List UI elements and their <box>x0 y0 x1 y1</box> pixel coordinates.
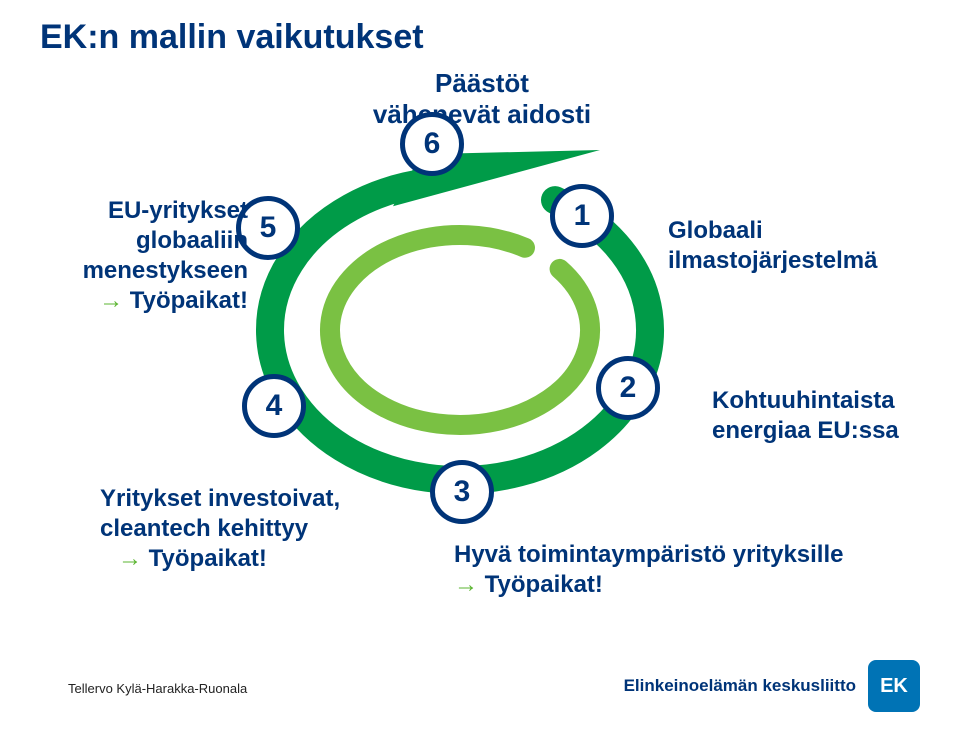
label-4-line3: Työpaikat! <box>149 545 267 572</box>
label-1-line2: ilmastojärjestelmä <box>668 246 877 276</box>
label-4-line2: cleantech kehittyy <box>100 514 340 544</box>
label-2: Kohtuuhintaista energiaa EU:ssa <box>712 386 899 446</box>
label-4-line1: Yritykset investoivat, <box>100 485 340 512</box>
label-4: Yritykset investoivat, cleantech kehitty… <box>100 484 340 574</box>
node-3: 3 <box>430 460 494 524</box>
label-3: Hyvä toimintaympäristö yrityksille → Työ… <box>454 540 843 600</box>
slide: EK:n mallin vaikutukset Päästöt vähenevä… <box>0 0 960 732</box>
label-5-line4: Työpaikat! <box>130 287 248 314</box>
arrow-icon: → <box>454 571 485 598</box>
node-2: 2 <box>596 356 660 420</box>
node-1: 1 <box>550 184 614 248</box>
node-4-num: 4 <box>266 389 283 423</box>
footer-brand: Elinkeinoelämän keskusliitto EK <box>624 660 920 712</box>
label-1-line1: Globaali <box>668 217 763 244</box>
label-2-line1: Kohtuuhintaista <box>712 387 895 414</box>
brand-text: Elinkeinoelämän keskusliitto <box>624 676 856 696</box>
label-1: Globaali ilmastojärjestelmä <box>668 216 877 276</box>
node-3-num: 3 <box>454 475 471 509</box>
label-5-line2: globaaliin <box>83 226 248 256</box>
arrow-icon: → <box>99 287 130 314</box>
node-4: 4 <box>242 374 306 438</box>
author-credit: Tellervo Kylä-Harakka-Ruonala <box>68 681 247 696</box>
cycle-swoosh <box>0 0 960 732</box>
node-6-num: 6 <box>424 127 441 161</box>
arrow-icon: → <box>118 545 149 572</box>
label-5-line1: EU-yritykset <box>108 197 248 224</box>
node-5-num: 5 <box>260 211 277 245</box>
label-3-line1: Hyvä toimintaympäristö yrityksille <box>454 541 843 568</box>
label-5: EU-yritykset globaaliin menestykseen → T… <box>83 196 248 316</box>
brand-logo-badge: EK <box>868 660 920 712</box>
node-6: 6 <box>400 112 464 176</box>
label-3-line2: Työpaikat! <box>485 571 603 598</box>
label-5-line3: menestykseen <box>83 256 248 286</box>
node-2-num: 2 <box>620 371 637 405</box>
node-1-num: 1 <box>574 199 591 233</box>
label-2-line2: energiaa EU:ssa <box>712 416 899 446</box>
